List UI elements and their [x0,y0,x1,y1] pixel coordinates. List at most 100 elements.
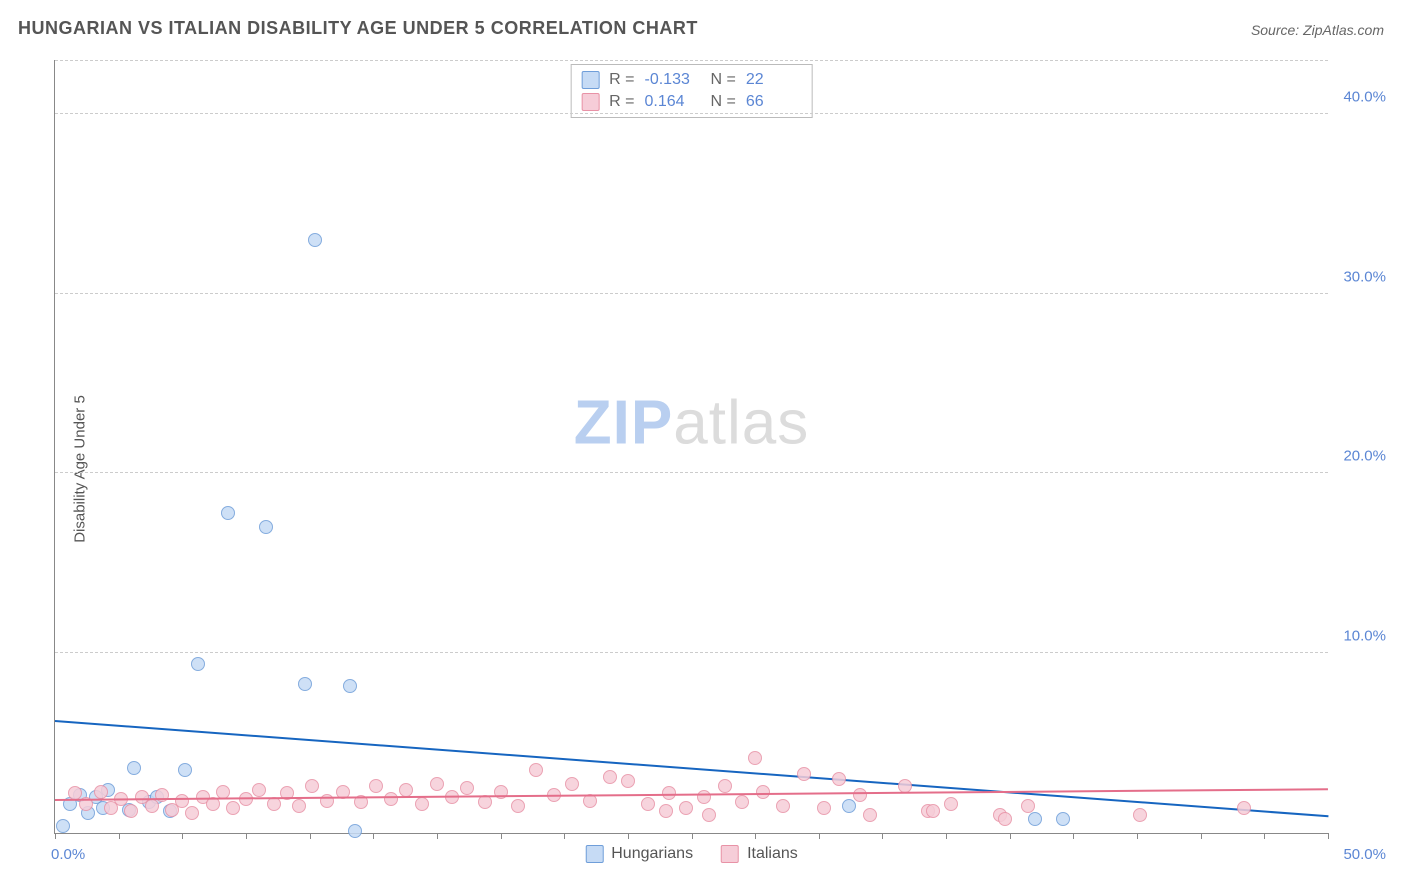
x-tick [692,833,693,839]
data-point [603,770,617,784]
x-tick [182,833,183,839]
x-tick [1137,833,1138,839]
gridline [55,113,1328,114]
data-point [842,799,856,813]
data-point [127,761,141,775]
data-point [565,777,579,791]
gridline [55,472,1328,473]
data-point [1237,801,1251,815]
data-point [226,801,240,815]
data-point [817,801,831,815]
data-point [267,797,281,811]
data-point [718,779,732,793]
r-value: -0.133 [645,69,701,91]
data-point [124,804,138,818]
r-label: R = [609,91,634,113]
plot-container: Disability Age Under 5 ZIPatlas R =-0.13… [10,56,1396,882]
data-point [259,520,273,534]
legend-item: Hungarians [585,845,693,863]
data-point [348,824,362,838]
data-point [343,679,357,693]
data-point [305,779,319,793]
data-point [155,788,169,802]
data-point [944,797,958,811]
x-tick [373,833,374,839]
data-point [308,233,322,247]
legend-item: Italians [721,845,798,863]
n-label: N = [711,91,736,113]
data-point [292,799,306,813]
source-attribution: Source: ZipAtlas.com [1251,22,1384,38]
gridline [55,60,1328,61]
y-tick-label: 10.0% [1343,628,1386,645]
data-point [252,783,266,797]
legend-label: Hungarians [611,845,693,863]
plot-area: ZIPatlas R =-0.133N =22R =0.164N =66 0.0… [54,60,1328,834]
y-tick-label: 30.0% [1343,268,1386,285]
legend-swatch [581,93,599,111]
x-tick [628,833,629,839]
x-tick [882,833,883,839]
x-tick [437,833,438,839]
x-tick [55,833,56,839]
x-axis-min-label: 0.0% [51,846,85,863]
data-point [863,808,877,822]
x-tick [819,833,820,839]
data-point [926,804,940,818]
x-tick [1201,833,1202,839]
data-point [191,657,205,671]
data-point [178,763,192,777]
gridline [55,293,1328,294]
r-label: R = [609,69,634,91]
data-point [221,506,235,520]
n-label: N = [711,69,736,91]
data-point [679,801,693,815]
data-point [1028,812,1042,826]
data-point [832,772,846,786]
chart-title: HUNGARIAN VS ITALIAN DISABILITY AGE UNDE… [18,18,698,39]
legend-swatch [721,845,739,863]
y-tick-label: 20.0% [1343,448,1386,465]
data-point [641,797,655,811]
data-point [511,799,525,813]
data-point [797,767,811,781]
y-tick-label: 40.0% [1343,88,1386,105]
x-tick [246,833,247,839]
data-point [1021,799,1035,813]
data-point [1133,808,1147,822]
data-point [399,783,413,797]
data-point [776,799,790,813]
x-tick [755,833,756,839]
data-point [384,792,398,806]
data-point [175,794,189,808]
legend-stats-row: R = -0.133 N = 22 [581,69,802,91]
data-point [621,774,635,788]
x-tick [946,833,947,839]
data-point [369,779,383,793]
data-point [430,777,444,791]
x-tick [1010,833,1011,839]
x-tick [501,833,502,839]
x-tick [1328,833,1329,839]
legend-swatch [581,71,599,89]
legend-swatch [585,845,603,863]
data-point [56,819,70,833]
data-point [298,677,312,691]
x-tick [564,833,565,839]
r-value: 0.164 [645,91,701,113]
x-tick [1264,833,1265,839]
x-tick [1073,833,1074,839]
gridline [55,652,1328,653]
watermark-part1: ZIP [574,389,673,458]
data-point [853,788,867,802]
data-point [702,808,716,822]
n-value: 22 [746,69,802,91]
n-value: 66 [746,91,802,113]
data-point [478,795,492,809]
data-point [94,785,108,799]
data-point [145,799,159,813]
data-point [1056,812,1070,826]
x-tick [119,833,120,839]
data-point [460,781,474,795]
data-point [697,790,711,804]
